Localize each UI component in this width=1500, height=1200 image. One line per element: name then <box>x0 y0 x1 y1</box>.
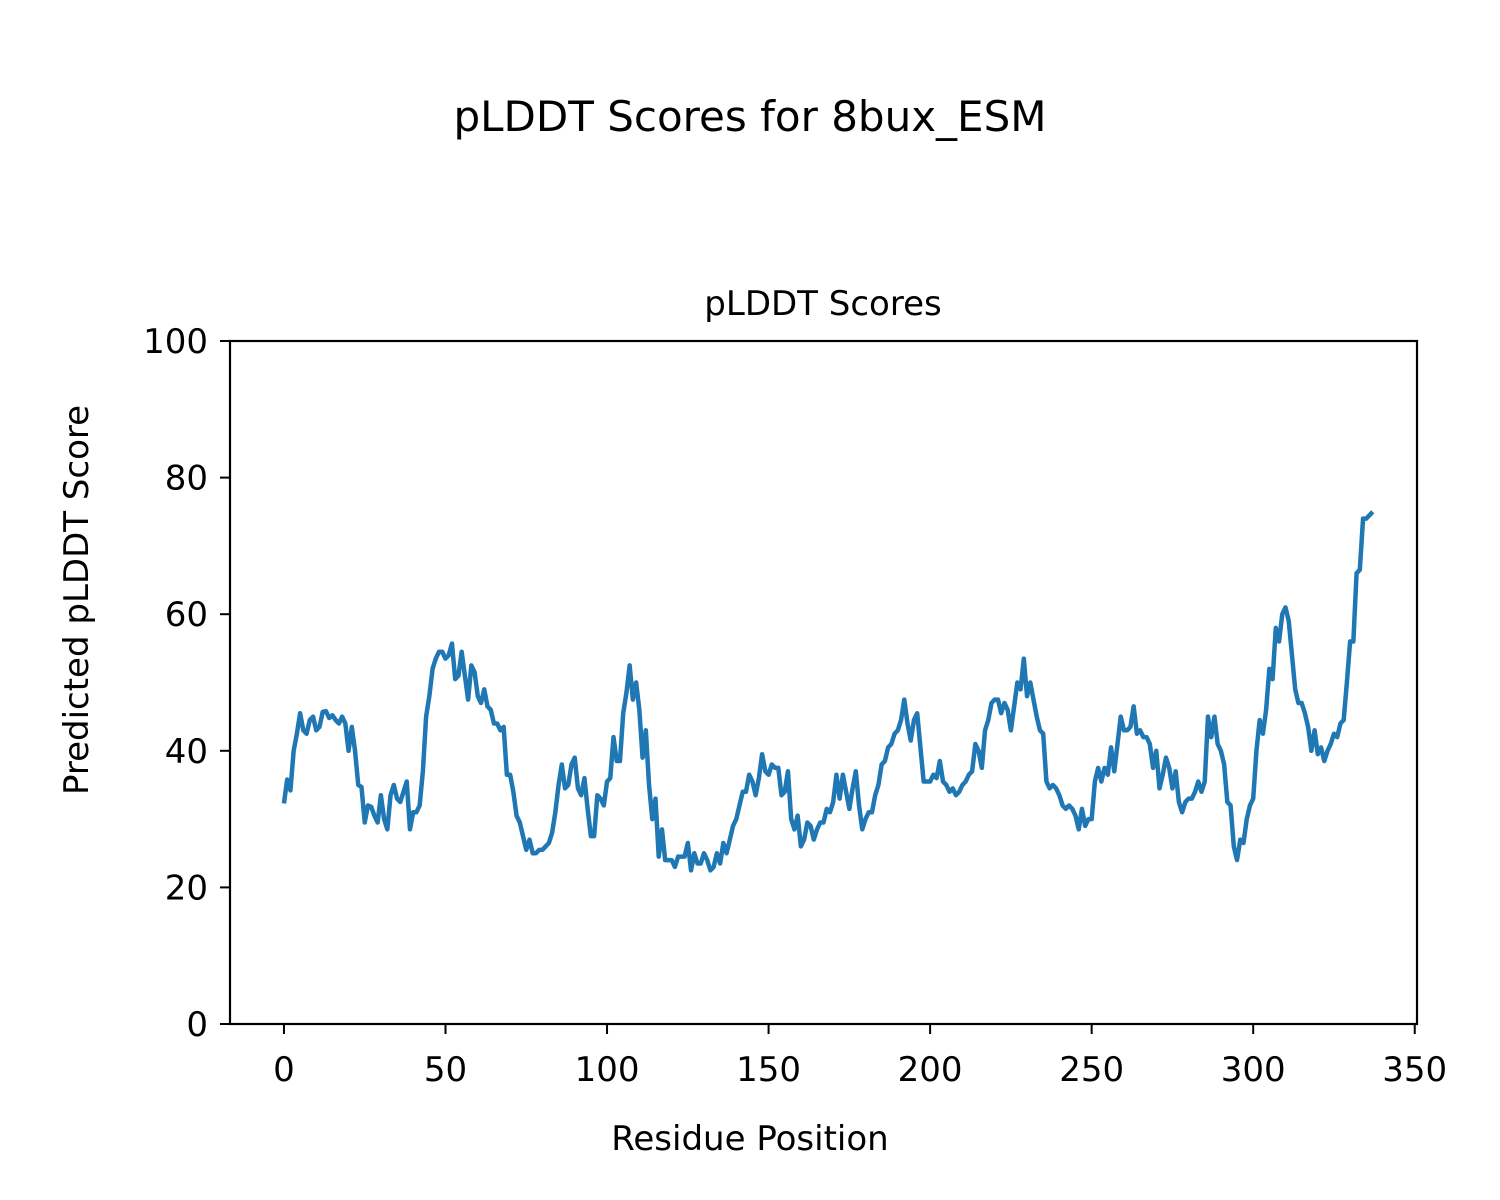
x-axis: 0 50 100 150 200 250 300 350 <box>273 1024 1447 1090</box>
y-tick-label: 100 <box>143 322 208 362</box>
x-tick-label: 300 <box>1221 1050 1286 1090</box>
plot-title: pLDDT Scores <box>704 284 941 324</box>
x-tick-label: 150 <box>736 1050 801 1090</box>
series-layer <box>281 510 1375 873</box>
x-tick-label: 0 <box>273 1050 295 1090</box>
plot-frame <box>228 339 1419 1026</box>
figure-suptitle: pLDDT Scores for 8bux_ESM <box>453 92 1047 141</box>
x-tick-label: 200 <box>898 1050 963 1090</box>
y-tick-label: 60 <box>165 595 208 635</box>
y-axis: 0 20 40 60 80 100 <box>143 322 230 1045</box>
y-tick-label: 40 <box>165 732 208 772</box>
series-line-0 <box>281 510 1375 873</box>
x-tick-label: 250 <box>1059 1050 1124 1090</box>
y-tick-label: 80 <box>165 459 208 499</box>
x-axis-title: Residue Position <box>611 1119 888 1159</box>
x-tick-label: 100 <box>575 1050 640 1090</box>
x-tick-label: 350 <box>1382 1050 1447 1090</box>
y-tick-label: 0 <box>186 1005 208 1045</box>
y-tick-label: 20 <box>165 868 208 908</box>
y-axis-title: Predicted pLDDT Score <box>57 405 97 795</box>
x-tick-label: 50 <box>424 1050 467 1090</box>
